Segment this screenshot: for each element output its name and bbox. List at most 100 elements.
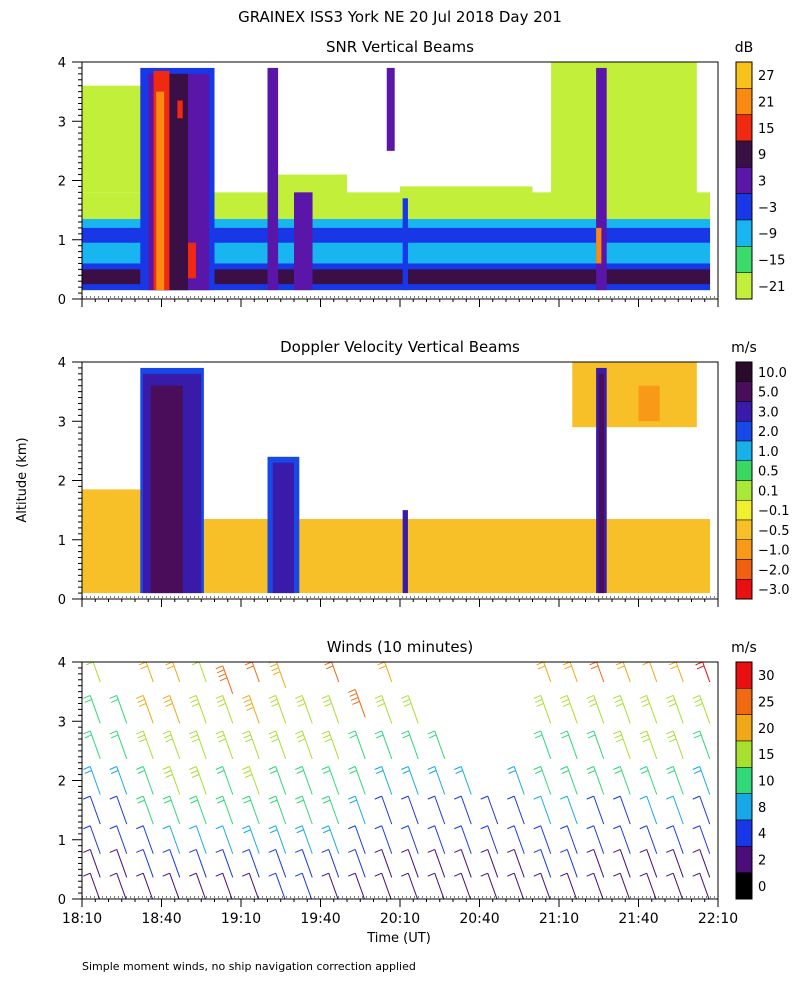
wind-barb-flag: [666, 654, 673, 657]
colorbar-swatch: [735, 272, 753, 300]
wind-barb-staff: [381, 730, 393, 760]
x-tick-label: 18:10: [62, 911, 102, 927]
colorbar-label: −2.0: [758, 563, 790, 578]
wind-barb-flag: [268, 694, 276, 699]
wind-barb-flag: [295, 872, 303, 877]
wind-barb-staff: [566, 766, 578, 795]
colorbar-label: 1.0: [758, 445, 779, 460]
wind-barb-flag: [534, 734, 543, 739]
wind-barb-flag: [83, 730, 91, 735]
wind-barb-staff: [672, 766, 684, 795]
colorbar-swatch: [735, 767, 753, 794]
wind-barb-flag: [242, 848, 250, 853]
wind-barb-staff: [328, 825, 340, 854]
wind-barb-flag: [216, 734, 225, 739]
wind-barb-flag: [242, 872, 250, 877]
wind-barb-flag: [587, 698, 596, 703]
wind-barb-flag: [271, 702, 279, 707]
wind-barb-staff: [89, 825, 101, 854]
wind-barb-staff: [649, 662, 658, 683]
wind-barb-flag: [560, 766, 568, 770]
colorbar-label: 20: [758, 722, 775, 737]
wind-barb-staff: [460, 795, 472, 825]
wind-barb-flag: [244, 774, 253, 778]
wind-barb-flag: [190, 799, 198, 804]
wind-barb-staff: [248, 825, 260, 854]
wind-barb-flag: [84, 734, 92, 739]
wind-barb-staff: [248, 766, 260, 795]
wind-barb-staff: [566, 795, 578, 825]
wind-barb-flag: [109, 694, 117, 699]
wind-barb-staff: [248, 795, 260, 825]
wind-barb-staff: [222, 730, 234, 760]
colorbar-swatch: [735, 661, 753, 689]
wind-barb-flag: [349, 693, 357, 697]
wind-barb-flag: [191, 738, 200, 743]
wind-barb-flag: [215, 694, 223, 699]
wind-barb-flag: [507, 795, 515, 800]
wind-barb-flag: [189, 848, 197, 853]
wind-barb-flag: [321, 872, 329, 877]
wind-barb-flag: [189, 654, 196, 657]
wind-barb-flag: [243, 734, 251, 739]
wind-barb-staff: [116, 872, 127, 899]
wind-barb-staff: [543, 662, 552, 683]
wind-barb-flag: [692, 766, 700, 770]
wind-barb-staff: [540, 825, 552, 854]
wind-barb-flag: [137, 698, 145, 703]
wind-barb-flag: [692, 694, 700, 699]
wind-barb-flag: [613, 654, 620, 657]
wind-barb-flag: [215, 848, 223, 853]
wind-barb-flag: [84, 770, 92, 774]
wind-barb-staff: [619, 730, 631, 760]
wind-barb-flag: [586, 825, 594, 830]
colorbar-swatch: [735, 88, 753, 115]
wind-barb-flag: [190, 770, 198, 774]
wind-barb-flag: [667, 698, 675, 703]
wind-barb-flag: [693, 770, 702, 774]
wind-barb-staff: [384, 662, 393, 683]
wind-barb-flag: [163, 799, 172, 804]
wind-barb-flag: [349, 799, 357, 804]
wind-barb-staff: [699, 730, 711, 760]
wind-barb-flag: [696, 665, 705, 670]
y-tick-label: 0: [58, 293, 66, 308]
colorbar-label: 5.0: [758, 386, 779, 401]
wind-barb-flag: [692, 795, 700, 800]
wind-barb-staff: [540, 795, 552, 825]
wind-barb-flag: [324, 738, 332, 743]
wind-barb-flag: [615, 738, 624, 743]
wind-barb-flag: [642, 738, 650, 743]
colorbar-label: 25: [758, 696, 775, 711]
colorbar-swatch: [735, 440, 753, 461]
y-tick-label: 3: [58, 115, 66, 130]
wind-barb-staff: [593, 825, 605, 854]
heatmap-band: [551, 62, 697, 217]
wind-barb-flag: [561, 734, 569, 739]
wind-barb-staff: [195, 872, 207, 899]
colorbar-swatch: [735, 480, 753, 501]
wind-barb-flag: [244, 702, 253, 707]
wind-barb-flag: [296, 770, 304, 774]
wind-barb-flag: [427, 730, 435, 735]
wind-barb-flag: [271, 738, 279, 743]
wind-barb-flag: [586, 766, 594, 770]
y-tick-label: 2: [58, 775, 66, 790]
wind-barb-staff: [646, 695, 658, 724]
wind-barb-flag: [216, 770, 225, 774]
heatmap-band: [188, 242, 196, 279]
wind-barb-flag: [428, 770, 437, 774]
wind-barb-staff: [593, 730, 605, 760]
wind-barb-flag: [666, 766, 674, 770]
colorbar-label: −9: [758, 227, 777, 242]
wind-barb-flag: [586, 795, 594, 800]
heatmap-band: [177, 100, 183, 119]
wind-barb-staff: [407, 849, 419, 878]
wind-barb-flag: [137, 799, 145, 804]
wind-barb-flag: [83, 872, 91, 877]
wind-barb-flag: [216, 799, 225, 804]
wind-barb-flag: [189, 694, 197, 699]
wind-barb-flag: [374, 848, 382, 853]
wind-barb-flag: [560, 730, 568, 735]
